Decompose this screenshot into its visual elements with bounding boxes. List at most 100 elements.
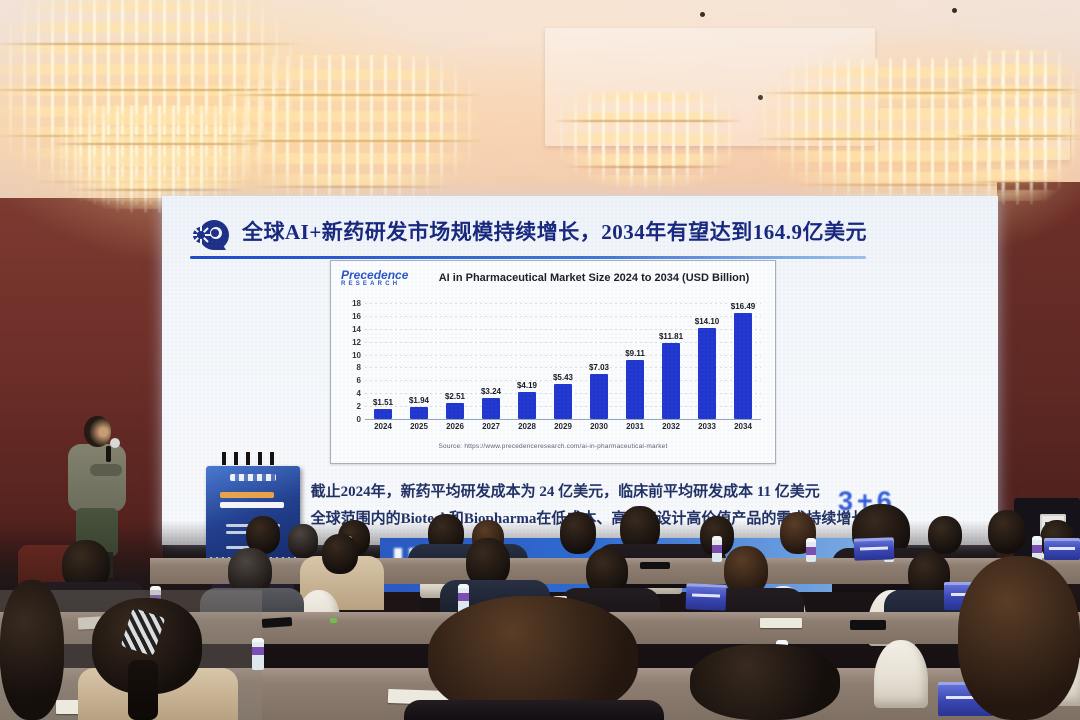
chart-card: Precedence RESEARCH AI in Pharmaceutical…: [330, 260, 776, 464]
x-axis-tick: 2031: [626, 422, 644, 431]
y-axis-tick: 4: [356, 389, 361, 399]
gridline: [365, 367, 761, 369]
chart-title: AI in Pharmaceutical Market Size 2024 to…: [438, 272, 750, 284]
bar-value-label: $7.03: [588, 362, 610, 372]
water-bottle: [252, 638, 264, 670]
audience-head: [724, 546, 768, 596]
gridline: [365, 341, 761, 343]
x-axis-tick: 2027: [482, 422, 500, 431]
ponytail: [128, 660, 158, 720]
bar-value-label: $9.11: [625, 349, 645, 359]
water-bottle: [806, 538, 816, 562]
x-axis-tick: 2029: [554, 422, 572, 431]
lectern-logo: [230, 474, 276, 481]
slide-title: 全球AI+新药研发市场规模持续增长，2034年有望达到164.9亿美元: [242, 220, 868, 244]
audience-head: [466, 538, 510, 588]
name-tent: [685, 583, 727, 611]
audience-head: [0, 580, 64, 720]
x-axis-tick: 2034: [734, 422, 752, 431]
sign-text-line: [226, 546, 262, 549]
bar-value-label: $1.51: [372, 398, 394, 408]
audience-shoulders: [404, 700, 664, 720]
audience-head: [988, 510, 1026, 554]
name-tent: [853, 537, 895, 561]
bar-value-label: $16.49: [730, 301, 756, 311]
bar-2031: [626, 360, 644, 419]
microphone-icon: [110, 438, 120, 448]
candy: [330, 618, 337, 623]
gridline: [365, 380, 761, 382]
y-axis-tick: 8: [356, 363, 361, 373]
audience-head-foreground: [428, 596, 638, 720]
chandelier: [955, 50, 1080, 205]
y-axis-tick: 18: [352, 299, 361, 308]
bar-value-label: $4.19: [516, 381, 538, 390]
gridline: [365, 354, 761, 356]
bar-2029: [554, 384, 572, 419]
x-axis-tick: 2025: [410, 422, 428, 431]
chart-plot: 0 2 4 6 8 10 12 14 16 18 $1.51 2024 $1.94 2025 $2.51 20…: [352, 299, 761, 431]
chandelier: [555, 92, 740, 190]
x-axis-tick: 2030: [590, 422, 608, 431]
speaker-shirt: [68, 444, 126, 512]
ai-brain-icon: [191, 220, 229, 250]
y-axis-tick: 6: [356, 376, 361, 386]
x-axis-tick: 2032: [662, 422, 680, 431]
audience-head-foreground: [690, 644, 840, 720]
bar-2034: [734, 312, 752, 419]
y-axis-tick: 12: [352, 337, 361, 347]
bar-2025: [410, 406, 428, 419]
y-axis-tick: 2: [356, 402, 361, 412]
water-bottle: [712, 536, 722, 562]
audience-head: [928, 516, 962, 554]
bar-2032: [662, 342, 680, 419]
water-bottle: [458, 584, 469, 614]
name-tent: [1044, 538, 1080, 560]
y-axis-tick: 10: [352, 350, 361, 360]
audience-head: [246, 516, 280, 554]
paper-sheet: [760, 618, 802, 628]
x-axis-tick: 2028: [518, 422, 536, 431]
gridline: [365, 315, 761, 317]
chart-header: Precedence RESEARCH AI in Pharmaceutical…: [331, 261, 775, 295]
bar-2026: [446, 402, 464, 419]
x-axis-tick: 2024: [374, 422, 392, 431]
projection-screen: 全球AI+新药研发市场规模持续增长，2034年有望达到164.9亿美元 Prec…: [162, 196, 998, 545]
bar-2030: [590, 373, 608, 419]
ceiling-fixture: [700, 12, 705, 17]
microphone-stem: [106, 446, 111, 462]
chair-cover: [874, 640, 928, 708]
bar-value-label: $3.24: [480, 387, 502, 397]
chandelier: [225, 55, 480, 210]
chandelier: [55, 105, 260, 213]
water-bottle: [1032, 536, 1042, 562]
audience-head-longhair: [958, 556, 1080, 720]
bar-2024: [374, 409, 392, 419]
bar-value-label: $2.51: [444, 391, 466, 401]
precedence-research-logo: Precedence RESEARCH: [341, 268, 409, 287]
bar-value-label: $14.10: [694, 317, 720, 327]
audience-head: [322, 534, 358, 574]
x-axis-tick: 2033: [698, 422, 716, 431]
y-axis-tick: 0: [356, 415, 361, 424]
trophy-figurines: [222, 452, 280, 465]
speaker-head: [84, 416, 111, 447]
sign-title-line: [220, 502, 284, 508]
chart-source: Source: https://www.precedenceresearch.c…: [438, 443, 668, 450]
speaker-arm: [90, 464, 122, 476]
audience-head: [288, 524, 318, 558]
bar-2033: [698, 328, 716, 419]
y-axis-tick: 14: [352, 324, 361, 334]
ceiling-fixture: [952, 8, 957, 13]
y-axis-tick: 16: [352, 311, 361, 321]
x-axis-tick: 2026: [446, 422, 464, 431]
title-underline: [190, 256, 866, 259]
bar-value-label: $5.43: [552, 373, 574, 383]
gridline: [365, 303, 761, 304]
phone: [640, 562, 670, 569]
phone: [850, 620, 886, 630]
audience-head: [560, 512, 596, 554]
bar-value-label: $1.94: [408, 395, 430, 405]
gridline: [365, 328, 761, 330]
